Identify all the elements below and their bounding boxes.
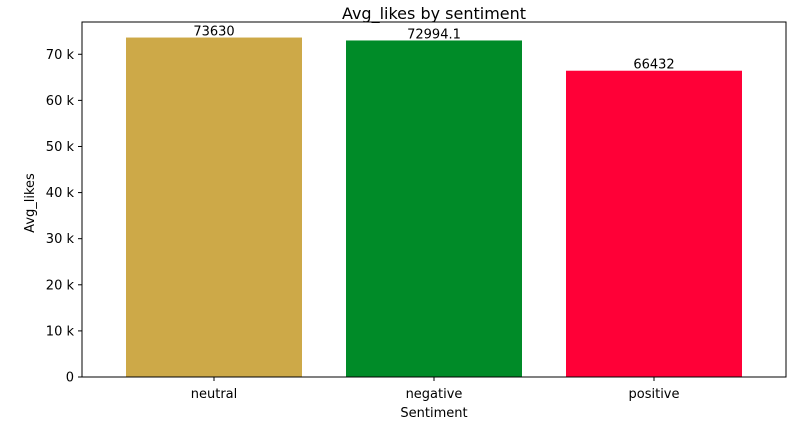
- chart-title: Avg_likes by sentiment: [342, 4, 526, 24]
- bar-value-label: 72994.1: [407, 27, 461, 42]
- y-tick-label: 40 k: [46, 186, 75, 201]
- x-tick-label: negative: [406, 387, 463, 402]
- y-axis: 0 10 k 20 k 30 k 40 k 50 k 60 k 70 k: [46, 48, 82, 386]
- bar-positive: [566, 70, 742, 377]
- y-tick-label: 0: [66, 371, 74, 386]
- y-tick-label: 50 k: [46, 140, 75, 155]
- x-axis-label: Sentiment: [400, 406, 467, 421]
- bars-layer: 73630 72994.1 66432: [126, 25, 742, 378]
- bar-negative: [346, 40, 522, 378]
- y-tick-label: 20 k: [46, 278, 75, 293]
- y-tick-label: 10 k: [46, 324, 75, 339]
- x-tick-label: neutral: [191, 387, 238, 402]
- x-tick-label: positive: [629, 387, 680, 402]
- y-axis-label: Avg_likes: [23, 173, 38, 233]
- x-axis: neutral negative positive: [191, 377, 680, 402]
- y-tick-label: 60 k: [46, 94, 75, 109]
- bar-value-label: 66432: [633, 58, 674, 73]
- y-tick-label: 30 k: [46, 232, 75, 247]
- y-tick-label: 70 k: [46, 48, 75, 63]
- bar-value-label: 73630: [193, 25, 234, 40]
- bar-neutral: [126, 37, 302, 377]
